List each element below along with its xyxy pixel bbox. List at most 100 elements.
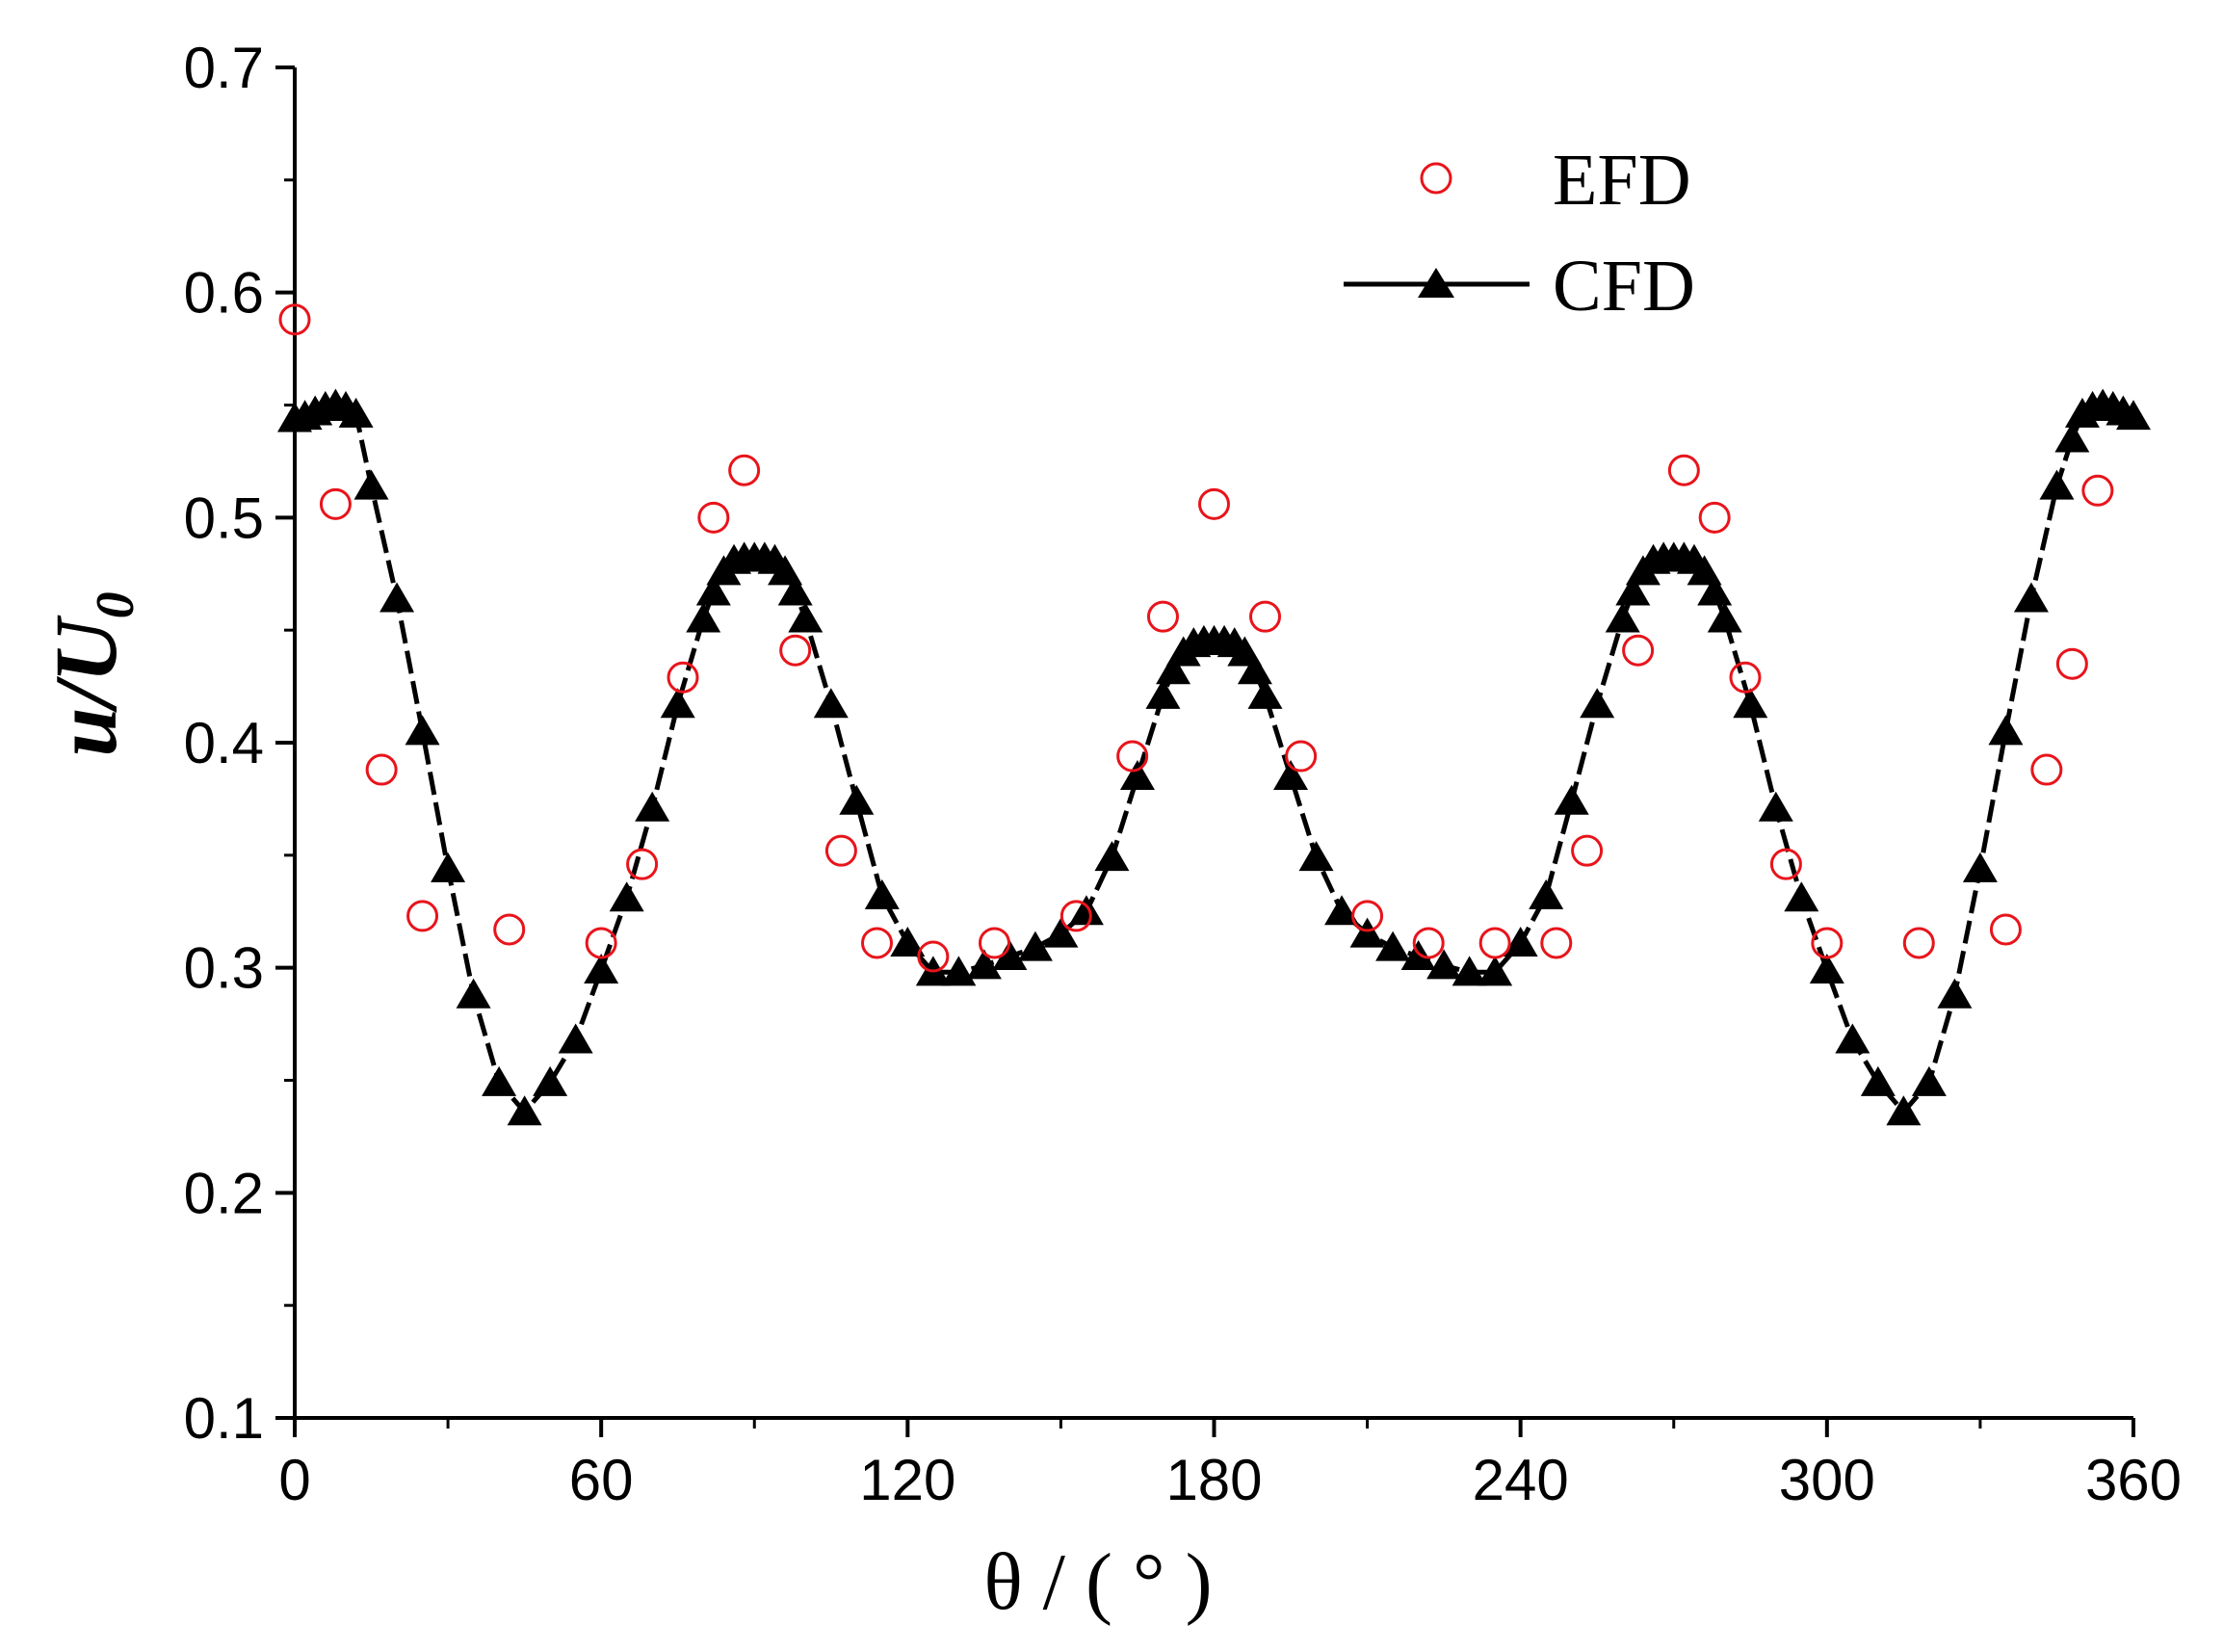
- cfd-point: [584, 954, 619, 984]
- legend-cfd-label: CFD: [1553, 246, 1695, 327]
- efd-point: [667, 661, 699, 694]
- y-tick-label: 0.6: [184, 261, 264, 326]
- y-tick-label: 0.3: [184, 936, 264, 1001]
- efd-point: [1811, 927, 1844, 959]
- efd-point: [1769, 848, 1802, 880]
- cfd-point: [1145, 678, 1181, 709]
- efd-point: [278, 303, 311, 336]
- efd-point: [1571, 834, 1604, 867]
- x-axis-label: θ / ( ° ): [983, 1537, 1212, 1627]
- efd-point: [319, 487, 352, 520]
- cfd-point: [1043, 917, 1079, 948]
- cfd-point: [864, 878, 900, 909]
- cfd-point: [1426, 949, 1462, 980]
- legend-cfd-marker: [1418, 268, 1454, 298]
- legend-efd-marker: [1420, 162, 1452, 195]
- cfd-point: [1298, 841, 1334, 872]
- cfd-point: [1758, 791, 1793, 822]
- efd-point: [1540, 927, 1573, 959]
- efd-point: [1146, 600, 1179, 633]
- cfd-point: [1478, 956, 1513, 986]
- efd-point: [1667, 454, 1700, 486]
- y-axis-label: u/U0: [37, 591, 145, 756]
- legend: EFD CFD: [1344, 140, 1695, 327]
- x-tick-label: 300: [1779, 1448, 1875, 1512]
- cfd-point: [1615, 575, 1651, 606]
- efd-point: [861, 927, 894, 959]
- cfd-point: [1451, 956, 1487, 986]
- cfd-point: [1273, 760, 1309, 791]
- cfd-point: [507, 1095, 542, 1126]
- cfd-point: [379, 582, 415, 613]
- efd-point: [1698, 501, 1731, 534]
- cfd-point: [405, 715, 440, 746]
- cfd-point: [768, 555, 803, 586]
- efd-point: [2081, 474, 2114, 507]
- cfd-point: [1247, 678, 1283, 709]
- svg-text:u/U0: u/U0: [37, 591, 145, 756]
- cfd-point: [1707, 602, 1742, 633]
- cfd-point: [482, 1065, 517, 1096]
- efd-point: [585, 927, 617, 959]
- cfd-point: [1697, 575, 1733, 606]
- efd-point: [406, 900, 439, 932]
- cfd-point: [1375, 931, 1411, 961]
- y-tick-label: 0.1: [184, 1386, 264, 1451]
- cfd-point: [777, 575, 813, 606]
- efd-point: [1198, 487, 1230, 520]
- efd-point: [1249, 600, 1282, 633]
- cfd-point: [660, 688, 695, 719]
- efd-point: [1622, 634, 1655, 667]
- cfd-point: [609, 881, 644, 912]
- cfd-point: [839, 784, 875, 815]
- cfd-point: [2039, 469, 2075, 500]
- efd-point: [1902, 927, 1935, 959]
- cfd-point: [686, 602, 721, 633]
- efd-point: [1478, 927, 1511, 959]
- efd-point: [1116, 740, 1149, 773]
- cfd-point: [992, 939, 1028, 970]
- efd-point: [1059, 900, 1092, 932]
- cfd-point: [1809, 954, 1844, 984]
- efd-point: [978, 927, 1010, 959]
- y-axis-label-main: u/U: [37, 615, 135, 757]
- y-tick-label: 0.2: [184, 1161, 264, 1225]
- series-efd: [278, 303, 2114, 973]
- cfd-point: [1554, 784, 1589, 815]
- cfd-point: [1119, 760, 1155, 791]
- cfd-point: [2054, 422, 2090, 453]
- cfd-point: [788, 602, 824, 633]
- cfd-point: [2116, 400, 2151, 431]
- cfd-point: [1529, 878, 1564, 909]
- series-cfd: [277, 388, 2151, 1126]
- efd-point: [1729, 661, 1762, 694]
- cfd-point: [338, 397, 374, 428]
- cfd-point: [890, 926, 926, 957]
- cfd-point: [1580, 688, 1615, 719]
- cfd-point: [1017, 931, 1053, 961]
- x-axis-ticks: 0 60 120 180 240 300 360: [278, 1418, 2182, 1512]
- efd-point: [917, 940, 950, 973]
- cfd-point: [1784, 881, 1819, 912]
- cfd-point: [1237, 654, 1272, 685]
- cfd-point: [456, 978, 491, 1009]
- cfd-point: [558, 1023, 593, 1054]
- cfd-point: [1156, 654, 1191, 685]
- cfd-point: [1605, 602, 1640, 633]
- cfd-point: [1860, 1065, 1896, 1096]
- efd-point: [2030, 753, 2063, 786]
- cfd-point: [1687, 555, 1722, 586]
- cfd-point: [1733, 688, 1768, 719]
- efd-point: [365, 753, 398, 786]
- efd-point: [493, 913, 526, 946]
- efd-point: [728, 454, 761, 486]
- cfd-point: [1324, 895, 1360, 926]
- cfd-point: [1835, 1023, 1870, 1054]
- cfd-line: [294, 403, 2135, 1114]
- cfd-point: [1094, 841, 1130, 872]
- y-axis-label-sub: 0: [86, 591, 145, 618]
- cfd-point: [1068, 895, 1104, 926]
- y-tick-label: 0.7: [184, 36, 264, 100]
- efd-point: [824, 834, 857, 867]
- y-tick-label: 0.4: [184, 711, 264, 775]
